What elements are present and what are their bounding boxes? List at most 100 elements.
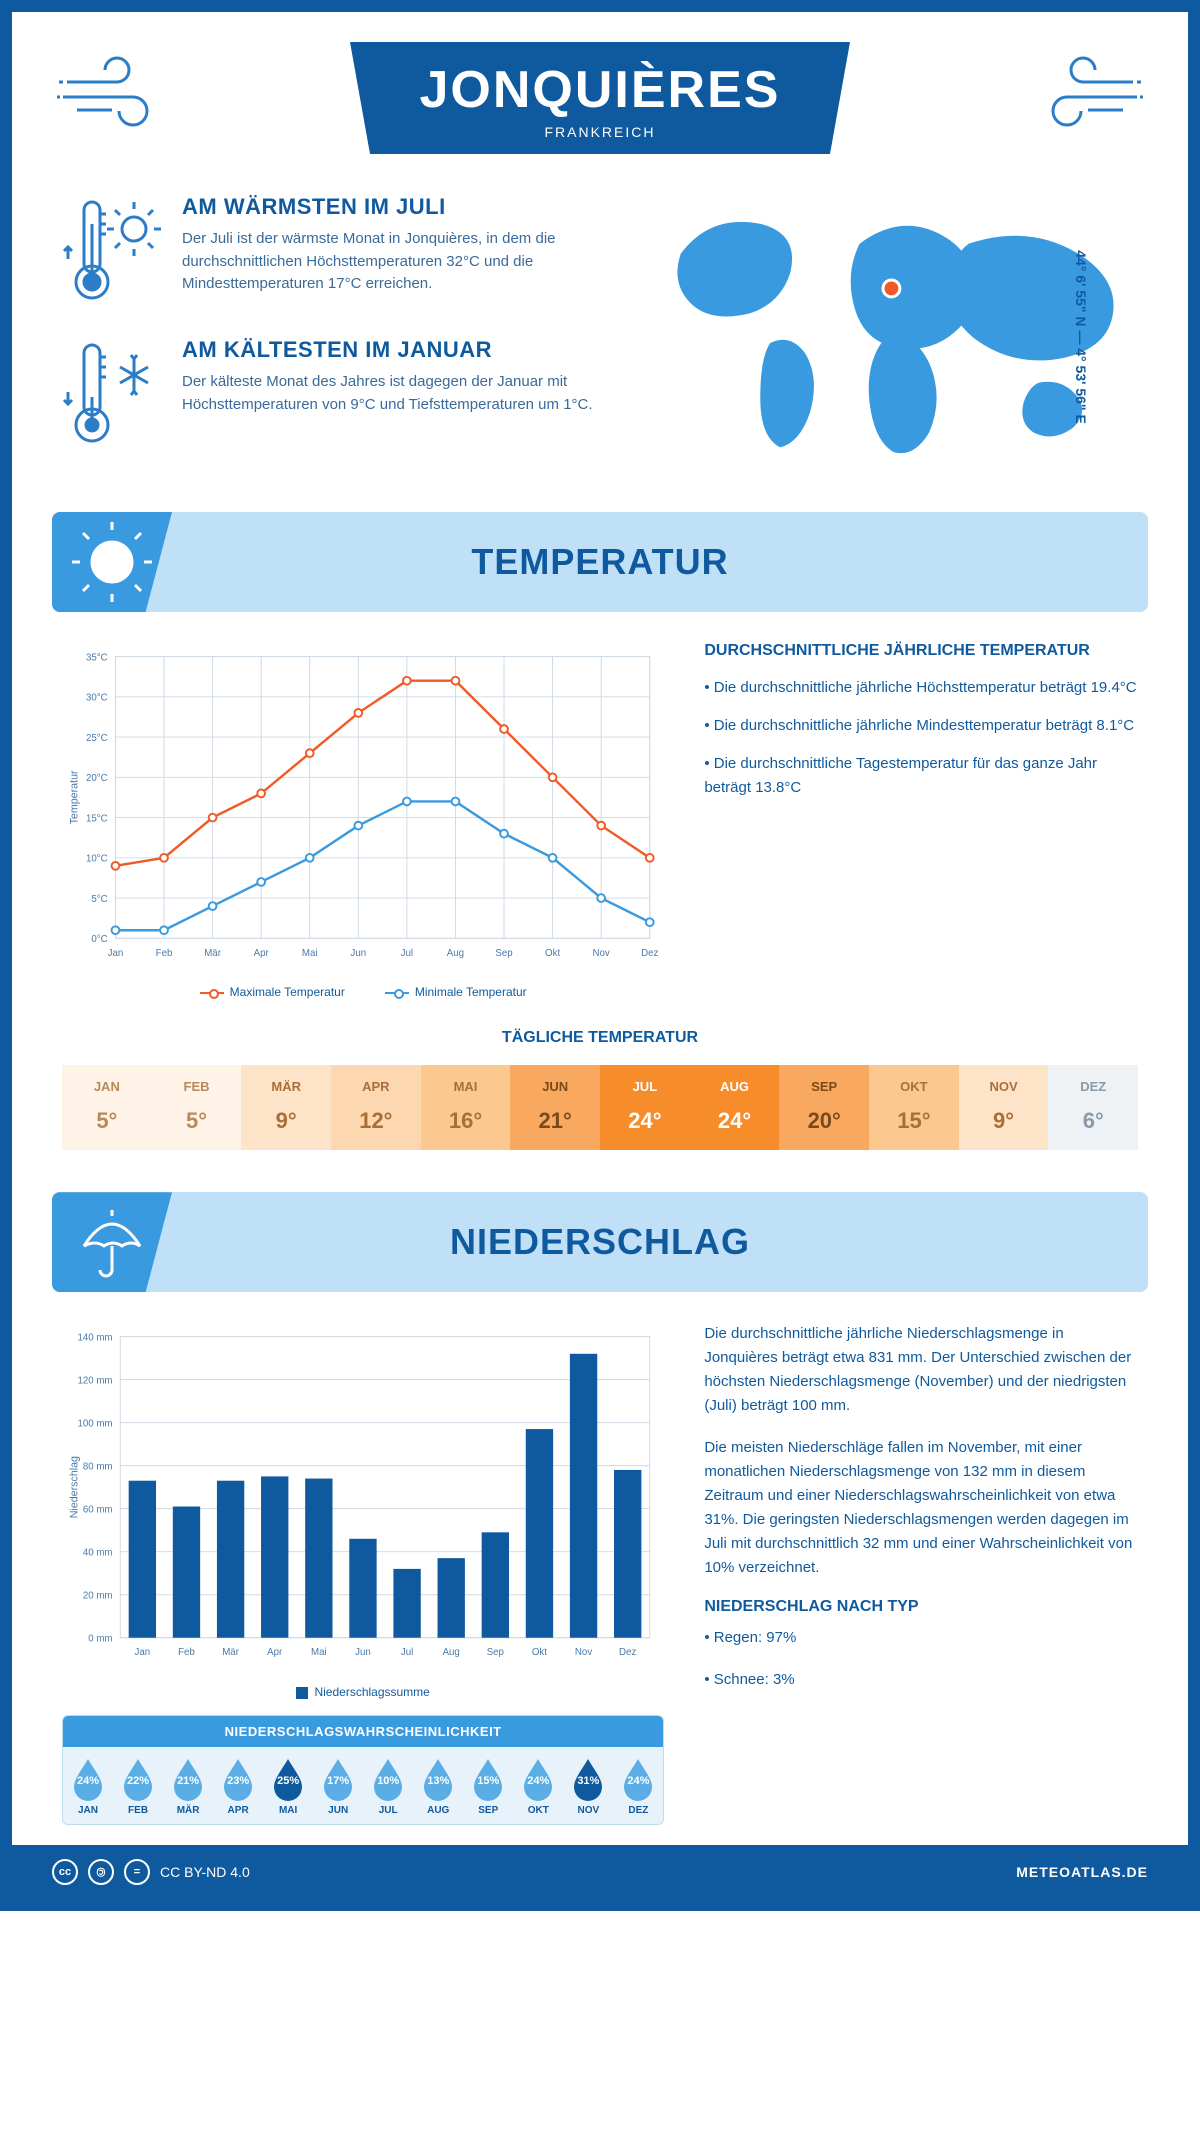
svg-text:60 mm: 60 mm (83, 1505, 113, 1516)
daily-cell: APR 12° (331, 1065, 421, 1150)
svg-text:5°C: 5°C (91, 894, 107, 905)
probability-month: APR (215, 1805, 261, 1816)
raindrop-icon: 25% (271, 1757, 305, 1801)
daily-cell: SEP 20° (779, 1065, 869, 1150)
raindrop-icon: 15% (471, 1757, 505, 1801)
probability-value: 24% (627, 1775, 649, 1787)
thermometer-snow-icon (62, 337, 162, 452)
daily-month: MÄR (245, 1079, 327, 1094)
svg-text:Sep: Sep (495, 948, 512, 959)
svg-text:140 mm: 140 mm (77, 1333, 112, 1344)
svg-text:120 mm: 120 mm (77, 1376, 112, 1387)
probability-cell: 24%DEZ (613, 1747, 663, 1824)
daily-value: 9° (245, 1108, 327, 1134)
svg-text:40 mm: 40 mm (83, 1548, 113, 1559)
svg-text:Jun: Jun (355, 1648, 371, 1659)
svg-text:0 mm: 0 mm (88, 1634, 112, 1645)
svg-text:Mai: Mai (311, 1648, 327, 1659)
raindrop-icon: 24% (71, 1757, 105, 1801)
daily-cell: JUL24° (600, 1065, 690, 1150)
precipitation-left: 0 mm20 mm40 mm60 mm80 mm100 mm120 mm140 … (62, 1322, 664, 1825)
daily-month: SEP (783, 1079, 865, 1094)
probability-cell: 21%MÄR (163, 1747, 213, 1824)
probability-month: FEB (115, 1805, 161, 1816)
svg-text:Jan: Jan (135, 1648, 151, 1659)
probability-title: NIEDERSCHLAGSWAHRSCHEINLICHKEIT (63, 1716, 663, 1747)
daily-month: JAN (66, 1079, 148, 1094)
cc-icon: cc (52, 1859, 78, 1885)
umbrella-icon (52, 1192, 172, 1292)
probability-strip: 24% JAN22% FEB21%MÄR23% APR25%MAI17%JUN 10% J… (63, 1747, 663, 1824)
probability-cell: 25%MAI (263, 1747, 313, 1824)
probability-value: 10% (377, 1775, 399, 1787)
sun-icon (52, 512, 172, 612)
probability-value: 13% (427, 1775, 449, 1787)
svg-text:Feb: Feb (156, 948, 173, 959)
svg-text:25°C: 25°C (86, 733, 108, 744)
svg-text:20 mm: 20 mm (83, 1591, 113, 1602)
daily-value: 5° (66, 1108, 148, 1134)
title-ribbon: JONQUIÈRES FRANKREICH (350, 42, 850, 154)
svg-text:30°C: 30°C (86, 693, 108, 704)
probability-value: 17% (327, 1775, 349, 1787)
svg-text:Okt: Okt (545, 948, 560, 959)
daily-month: MAI (425, 1079, 507, 1094)
daily-title: TÄGLICHE TEMPERATUR (62, 1029, 1138, 1047)
wind-icon (1023, 52, 1143, 137)
svg-text:20°C: 20°C (86, 773, 108, 784)
temperature-legend: Maximale Temperatur Minimale Temperatur (62, 985, 664, 999)
temp-bullet: • Die durchschnittliche jährliche Höchst… (704, 676, 1138, 700)
probability-cell: 22% FEB (113, 1747, 163, 1824)
svg-text:Aug: Aug (443, 1648, 460, 1659)
daily-cell: MÄR 9° (241, 1065, 331, 1150)
daily-month: NOV (963, 1079, 1045, 1094)
daily-value: 24° (694, 1108, 776, 1134)
temperature-chart: 0°C5°C10°C15°C20°C25°C30°C35°CJanFebMärA… (62, 642, 664, 999)
coordinates-label: 44° 6' 55" N — 4° 53' 56" E (1073, 250, 1089, 424)
probability-cell: 17%JUN (313, 1747, 363, 1824)
fact-coldest: AM KÄLTESTEN IM JANUAR Der kälteste Mona… (62, 337, 611, 452)
probability-month: OKT (515, 1805, 561, 1816)
raindrop-icon: 23% (221, 1757, 255, 1801)
legend-min: Minimale Temperatur (415, 985, 527, 999)
thermometer-sun-icon (62, 194, 162, 309)
page-title: JONQUIÈRES (390, 60, 810, 120)
temperature-heading: TEMPERATUR (52, 541, 1148, 583)
svg-text:Jan: Jan (108, 948, 124, 959)
temperature-section: 0°C5°C10°C15°C20°C25°C30°C35°CJanFebMärA… (12, 642, 1188, 1019)
daily-value: 20° (783, 1108, 865, 1134)
svg-text:Temperatur: Temperatur (69, 770, 81, 824)
daily-value: 6° (1052, 1108, 1134, 1134)
raindrop-icon: 24% (621, 1757, 655, 1801)
svg-text:Nov: Nov (575, 1648, 592, 1659)
daily-value: 16° (425, 1108, 507, 1134)
svg-text:Mai: Mai (302, 948, 318, 959)
daily-cell: AUG24° (690, 1065, 780, 1150)
svg-text:Feb: Feb (178, 1648, 195, 1659)
daily-strip: JAN5°FEB5°MÄR9°APR12°MAI16°JUN21°JUL24°A… (62, 1065, 1138, 1150)
daily-cell: MAI 16° (421, 1065, 511, 1150)
precipitation-section: 0 mm20 mm40 mm60 mm80 mm100 mm120 mm140 … (12, 1322, 1188, 1845)
temp-bullet: • Die durchschnittliche jährliche Mindes… (704, 714, 1138, 738)
probability-month: JAN (65, 1805, 111, 1816)
svg-text:80 mm: 80 mm (83, 1462, 113, 1473)
probability-month: AUG (415, 1805, 461, 1816)
raindrop-icon: 13% (421, 1757, 455, 1801)
raindrop-icon: 22% (121, 1757, 155, 1801)
probability-cell: 24% JAN (63, 1747, 113, 1824)
svg-text:Dez: Dez (619, 1648, 636, 1659)
precip-type-title: NIEDERSCHLAG NACH TYP (704, 1598, 1138, 1616)
daily-value: 12° (335, 1108, 417, 1134)
infographic-page: JONQUIÈRES FRANKREICH AM WÄRMSTEN IM JUL… (0, 0, 1200, 1911)
fact-warm-text: Der Juli ist der wärmste Monat in Jonqui… (182, 228, 611, 296)
probability-month: NOV (565, 1805, 611, 1816)
daily-month: APR (335, 1079, 417, 1094)
daily-month: FEB (156, 1079, 238, 1094)
svg-text:Mär: Mär (204, 948, 221, 959)
site-name: METEOATLAS.DE (1016, 1864, 1148, 1880)
probability-cell: 23% APR (213, 1747, 263, 1824)
daily-value: 5° (156, 1108, 238, 1134)
probability-value: 24% (527, 1775, 549, 1787)
daily-value: 21° (514, 1108, 596, 1134)
svg-text:Dez: Dez (641, 948, 658, 959)
